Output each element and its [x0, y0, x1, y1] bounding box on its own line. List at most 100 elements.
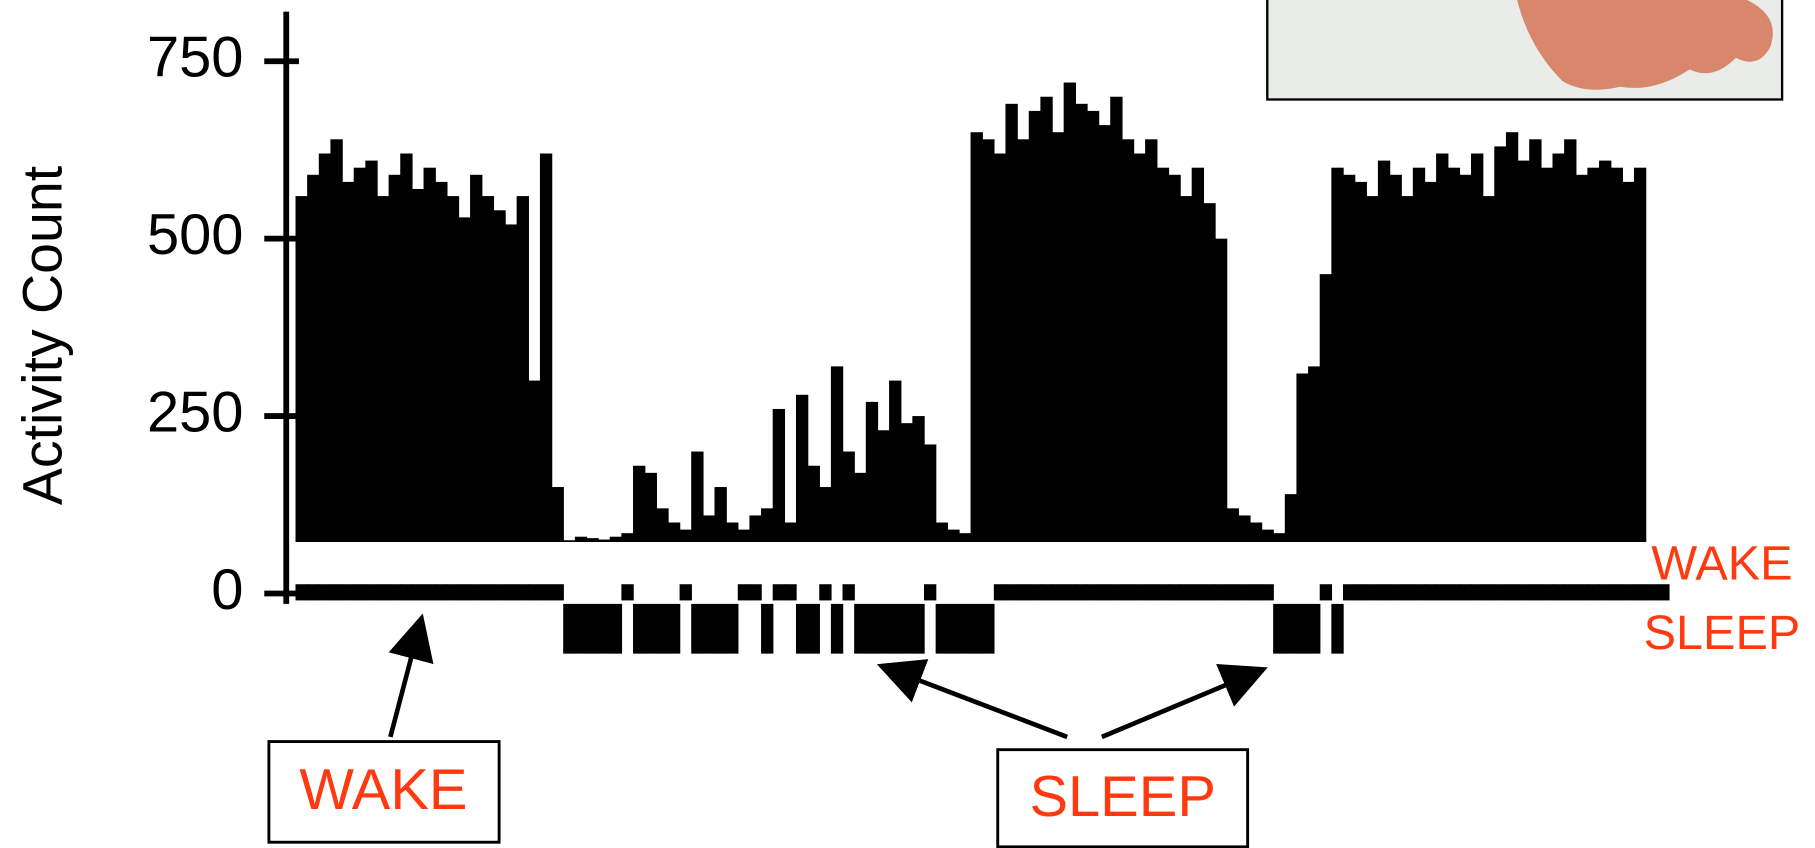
bar [1180, 196, 1192, 542]
state-wake [400, 584, 412, 600]
bar [703, 515, 715, 542]
state-wake [365, 584, 377, 600]
state-sleep [563, 604, 575, 654]
bar [912, 416, 924, 542]
state-sleep [714, 604, 726, 654]
bar [668, 523, 680, 542]
state-wake [354, 584, 366, 600]
state-sleep [808, 604, 820, 654]
bar [831, 366, 843, 542]
bar [901, 423, 913, 542]
bar [447, 196, 459, 542]
state-wake [377, 584, 389, 600]
bar [1459, 175, 1471, 542]
bar [1576, 175, 1588, 542]
state-wake [1413, 584, 1425, 600]
state-wake [1448, 584, 1460, 600]
bar [598, 540, 610, 542]
state-wake [1599, 584, 1611, 600]
state-wake [1320, 584, 1332, 600]
bar [1436, 153, 1448, 542]
state-sleep [598, 604, 610, 654]
state-wake [1424, 584, 1436, 600]
state-wake [1622, 584, 1634, 600]
state-sleep [656, 604, 668, 654]
bar [1355, 182, 1367, 542]
state-sleep [1308, 604, 1320, 654]
state-sleep [645, 604, 657, 654]
state-sleep [831, 604, 843, 654]
bar [1483, 196, 1495, 542]
bar [517, 196, 529, 542]
bar [1064, 83, 1076, 542]
state-wake [1494, 584, 1506, 600]
y-tick-label: 500 [147, 203, 243, 267]
bar [1378, 161, 1390, 542]
bar [1634, 168, 1646, 542]
bar [1622, 182, 1634, 542]
state-sleep [947, 604, 959, 654]
bar [1331, 168, 1343, 542]
bar [680, 530, 692, 542]
state-wake [1471, 584, 1483, 600]
state-wake [1099, 584, 1111, 600]
bar [1390, 175, 1402, 542]
bar [645, 473, 657, 542]
state-wake [1552, 584, 1564, 600]
state-sleep [936, 604, 948, 654]
arrow [886, 668, 1068, 737]
bar [1320, 274, 1332, 542]
state-sleep [610, 604, 622, 654]
y-tick-label: 250 [147, 380, 243, 444]
state-wake [1262, 584, 1274, 600]
y-tick-label: 750 [147, 26, 243, 90]
bar [749, 515, 761, 542]
bar [493, 210, 505, 542]
bar [843, 452, 855, 542]
bar [1273, 533, 1285, 542]
bar [1366, 196, 1378, 542]
state-sleep [586, 604, 598, 654]
bar [761, 508, 773, 542]
bar [552, 487, 564, 542]
bar [1005, 104, 1017, 542]
state-wake [528, 584, 540, 600]
bar [819, 487, 831, 542]
bar [994, 153, 1006, 542]
state-sleep [796, 604, 808, 654]
bar [424, 168, 436, 542]
bar [656, 508, 668, 542]
state-wake [1355, 584, 1367, 600]
state-wake [435, 584, 447, 600]
state-wake [1122, 584, 1134, 600]
bar [377, 196, 389, 542]
bar [1157, 168, 1169, 542]
bar [1122, 139, 1134, 542]
state-wake [319, 584, 331, 600]
state-wake [1029, 584, 1041, 600]
bar [1506, 132, 1518, 542]
state-wake [1343, 584, 1355, 600]
state-wake [1110, 584, 1122, 600]
bar [971, 132, 983, 542]
state-sleep [959, 604, 971, 654]
bar [1448, 168, 1460, 542]
state-wake [843, 584, 855, 600]
bar [365, 161, 377, 542]
state-wake [738, 584, 750, 600]
bar [621, 533, 633, 542]
bar [1040, 97, 1052, 542]
state-wake [447, 584, 459, 600]
bar [354, 168, 366, 542]
state-wake [1506, 584, 1518, 600]
y-axis-label: Activity Count [11, 165, 73, 505]
bar [528, 381, 540, 542]
y-tick-label: 0 [211, 558, 243, 622]
bar [1296, 373, 1308, 542]
state-wake [412, 584, 424, 600]
bar [540, 153, 552, 542]
bar [1238, 515, 1250, 542]
arrow [1102, 671, 1259, 737]
state-wake [1052, 584, 1064, 600]
bar [1611, 168, 1623, 542]
